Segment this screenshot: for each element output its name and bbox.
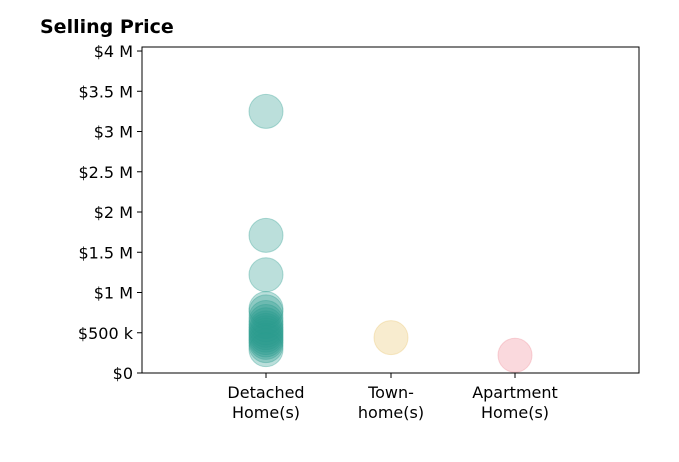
data-point — [248, 310, 284, 346]
x-axis: DetachedHome(s)Town-home(s)ApartmentHome… — [227, 373, 558, 422]
x-tick-label: Town- — [367, 383, 414, 402]
y-axis: $0 $500 k $1 M $1.5 M $2 M $2.5 M $3 M $3.5 M $4… — [78, 42, 142, 383]
data-point — [248, 332, 284, 368]
data-point — [248, 294, 284, 330]
data-point — [248, 303, 284, 339]
y-tick-label: $3 M — [94, 123, 133, 142]
data-point — [248, 257, 284, 293]
y-tick-label: $3.5 M — [78, 82, 133, 101]
y-tick-label: $2.5 M — [78, 163, 133, 182]
data-point — [248, 307, 284, 343]
x-tick-label: Detached — [227, 383, 304, 402]
y-tick-label: $1 M — [94, 284, 133, 303]
data-point — [248, 320, 284, 356]
data-point — [248, 312, 284, 348]
data-point — [248, 93, 284, 129]
data-point — [497, 337, 533, 373]
y-tick-label: $1.5 M — [78, 243, 133, 262]
data-point — [248, 322, 284, 358]
x-tick-label: Home(s) — [232, 403, 300, 422]
data-point — [248, 324, 284, 360]
data-points — [248, 93, 533, 373]
data-point — [248, 299, 284, 335]
y-tick-label: $500 k — [78, 324, 134, 343]
data-point — [248, 317, 284, 353]
x-tick-label: home(s) — [358, 403, 424, 422]
x-tick-label: Apartment — [472, 383, 558, 402]
data-point — [373, 320, 409, 356]
data-point — [248, 328, 284, 364]
chart-title: Selling Price — [40, 16, 174, 38]
data-point — [248, 315, 284, 351]
y-tick-label: $2 M — [94, 203, 133, 222]
data-point — [248, 217, 284, 253]
y-tick-label: $4 M — [94, 42, 133, 61]
y-tick-label: $0 — [113, 364, 133, 383]
data-point — [248, 291, 284, 327]
x-tick-label: Home(s) — [481, 403, 549, 422]
